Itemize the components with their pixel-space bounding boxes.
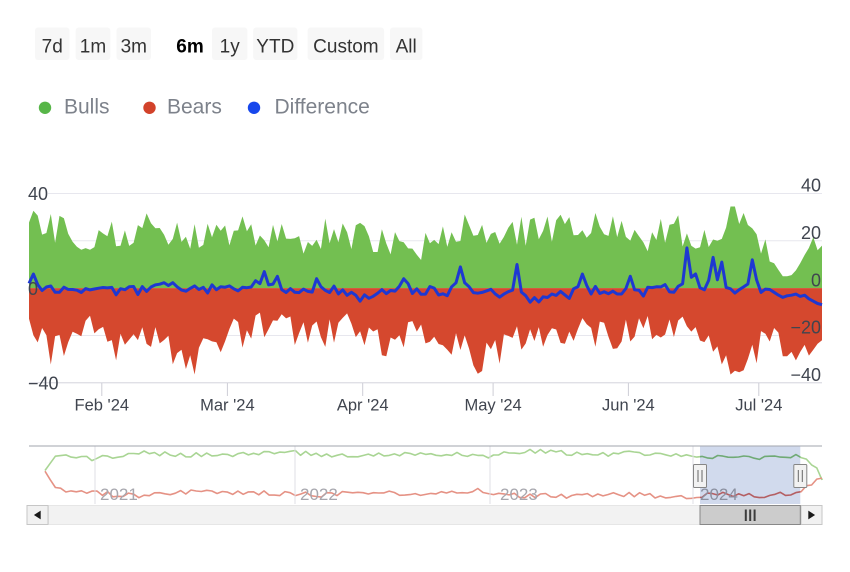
- svg-text:40: 40: [801, 176, 821, 196]
- svg-text:1m: 1m: [80, 37, 106, 58]
- svg-text:Difference: Difference: [275, 96, 370, 119]
- svg-text:−20: −20: [790, 318, 821, 338]
- svg-text:May '24: May '24: [464, 397, 521, 415]
- svg-text:Bears: Bears: [167, 96, 222, 119]
- svg-text:−40: −40: [790, 365, 821, 385]
- svg-text:Apr '24: Apr '24: [337, 397, 389, 415]
- svg-text:2022: 2022: [300, 485, 338, 504]
- svg-text:7d: 7d: [42, 37, 63, 58]
- svg-text:−40: −40: [28, 373, 59, 393]
- svg-text:Feb '24: Feb '24: [75, 397, 130, 415]
- svg-text:2023: 2023: [500, 485, 538, 504]
- svg-text:2024: 2024: [700, 485, 738, 504]
- svg-text:YTD: YTD: [256, 37, 294, 58]
- svg-text:Custom: Custom: [313, 37, 378, 58]
- svg-text:0: 0: [28, 279, 38, 299]
- svg-text:Jul '24: Jul '24: [735, 397, 782, 415]
- svg-text:Jun '24: Jun '24: [602, 397, 655, 415]
- svg-text:Bulls: Bulls: [64, 96, 110, 119]
- svg-text:Mar '24: Mar '24: [200, 397, 255, 415]
- svg-text:0: 0: [811, 270, 821, 290]
- svg-text:2021: 2021: [100, 485, 138, 504]
- svg-text:3m: 3m: [121, 37, 147, 58]
- svg-text:1y: 1y: [220, 37, 241, 58]
- svg-text:All: All: [396, 37, 417, 58]
- svg-text:6m: 6m: [176, 37, 203, 58]
- svg-text:20: 20: [801, 223, 821, 243]
- svg-text:40: 40: [28, 184, 48, 204]
